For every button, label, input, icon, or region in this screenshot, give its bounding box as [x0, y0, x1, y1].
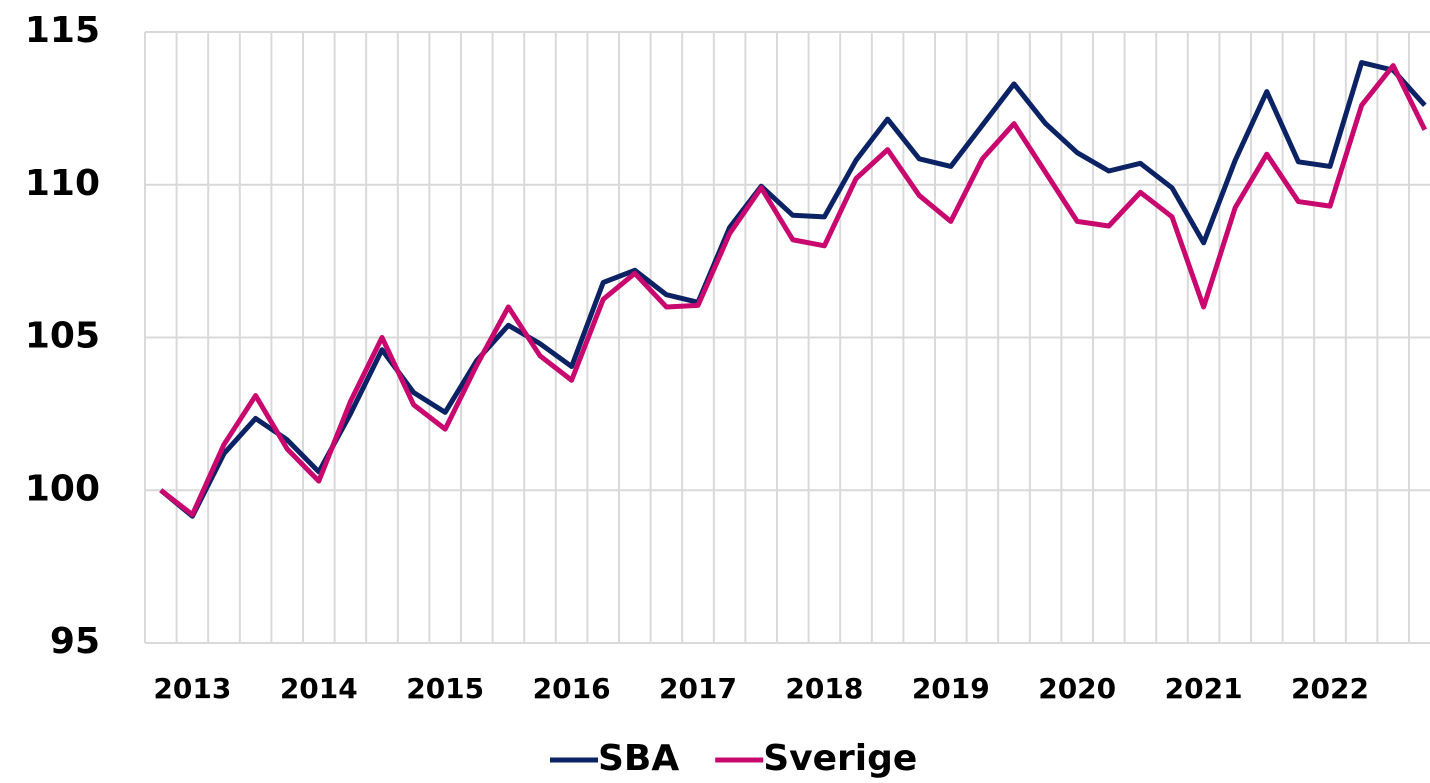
x-tick-label: 2017 [659, 672, 737, 705]
x-tick-label: 2019 [912, 672, 990, 705]
x-tick-label: 2016 [533, 672, 611, 705]
line-series [159, 60, 1427, 519]
x-tick-label: 2015 [406, 672, 484, 705]
y-tick-label: 100 [25, 468, 100, 509]
x-tick-label: 2014 [280, 672, 358, 705]
legend-label: Sverige [763, 738, 917, 779]
legend-label: SBA [598, 738, 679, 779]
x-tick-label: 2013 [153, 672, 231, 705]
x-tick-label: 2018 [785, 672, 863, 705]
x-tick-label: 2020 [1038, 672, 1116, 705]
x-tick-label: 2022 [1291, 672, 1369, 705]
y-tick-label: 105 [25, 316, 100, 357]
x-tick-label: 2021 [1165, 672, 1243, 705]
y-tick-label: 95 [50, 621, 100, 662]
y-tick-label: 115 [25, 10, 100, 51]
y-tick-label: 110 [25, 163, 100, 204]
line-series [159, 63, 1428, 518]
